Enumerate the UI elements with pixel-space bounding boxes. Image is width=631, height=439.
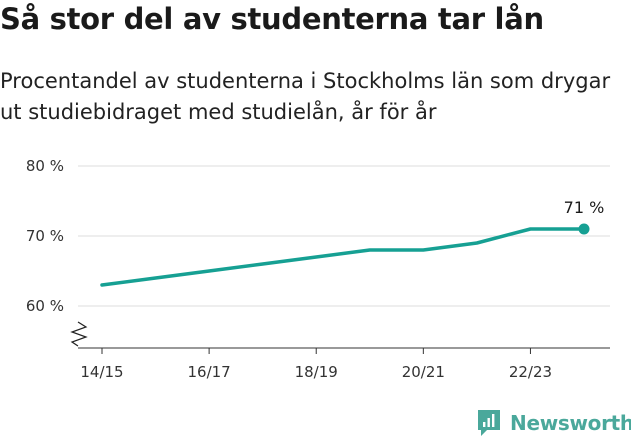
y-tick-label: 70 % [26, 227, 64, 245]
brand-name: Newsworthy [510, 411, 631, 435]
y-axis: 60 % 70 % 80 % [26, 157, 88, 347]
x-tick-label: 14/15 [80, 363, 123, 381]
y-tick-label: 80 % [26, 157, 64, 175]
x-axis: 14/15 16/17 18/19 20/21 22/23 [78, 347, 610, 381]
chart-title: Så stor del av studenterna tar lån [0, 2, 544, 36]
x-tick-label: 16/17 [187, 363, 230, 381]
newsworthy-logo-icon [478, 410, 500, 436]
gridlines [78, 165, 610, 307]
brand-logo: Newsworthy [476, 408, 631, 438]
y-tick-label: 60 % [26, 297, 64, 315]
chart-subtitle: Procentandel av studenterna i Stockholms… [0, 69, 611, 124]
axis-break-marker [70, 321, 88, 347]
x-tick-label: 20/21 [402, 363, 445, 381]
last-data-point [578, 223, 590, 235]
x-tick-label: 22/23 [509, 363, 552, 381]
plot-area: 71 % [100, 198, 605, 287]
end-value-label: 71 % [564, 198, 605, 217]
x-tick-label: 18/19 [295, 363, 338, 381]
series-line [100, 227, 586, 287]
